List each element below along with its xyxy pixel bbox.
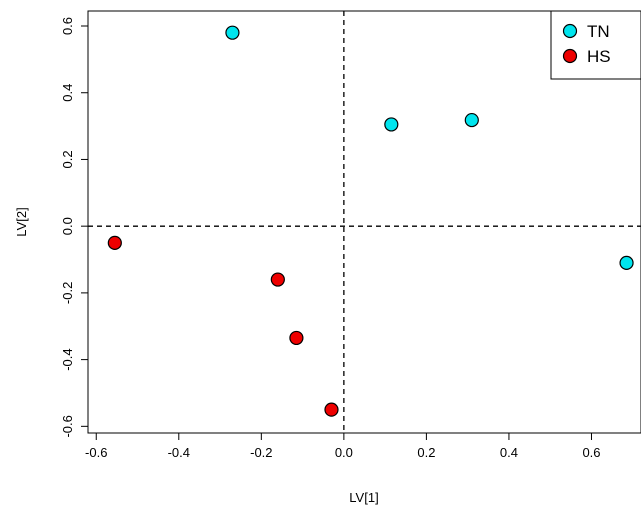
legend-box	[550, 10, 641, 80]
x-tick-label: -0.4	[168, 445, 190, 460]
legend-marker-tn	[562, 23, 578, 39]
reference-lines	[88, 11, 641, 433]
y-tick-label: -0.6	[60, 415, 75, 437]
plot-border	[87, 10, 641, 434]
y-axis-label: LV[2]	[14, 207, 29, 236]
data-point-hs	[270, 272, 285, 287]
legend: TN HS	[550, 10, 641, 80]
x-tick-label: 0.2	[417, 445, 435, 460]
data-points	[107, 25, 634, 417]
y-tick-label: 0.2	[60, 150, 75, 168]
legend-label-tn: TN	[587, 22, 610, 41]
y-tick-label: -0.4	[60, 348, 75, 370]
legend-marker-hs	[562, 48, 578, 64]
data-point-hs	[107, 235, 122, 250]
y-tick-label: -0.2	[60, 282, 75, 304]
y-tick-label: 0.4	[60, 84, 75, 102]
x-axis-label: LV[1]	[349, 490, 378, 505]
x-tick-label: 0.4	[500, 445, 518, 460]
legend-label-hs: HS	[587, 47, 611, 66]
x-axis: -0.6 -0.4 -0.2 0.0 0.2 0.4 0.6	[85, 433, 601, 460]
y-axis: -0.6 -0.4 -0.2 0.0 0.2 0.4 0.6	[60, 17, 88, 438]
x-tick-label: -0.2	[250, 445, 272, 460]
data-point-tn	[619, 255, 634, 270]
data-point-tn	[384, 117, 399, 132]
data-point-tn	[225, 25, 240, 40]
x-tick-label: 0.6	[582, 445, 600, 460]
y-tick-label: 0.6	[60, 17, 75, 35]
x-tick-label: 0.0	[335, 445, 353, 460]
data-point-hs	[324, 402, 339, 417]
data-point-tn	[464, 112, 479, 128]
data-point-hs	[289, 330, 304, 346]
x-tick-label: -0.6	[85, 445, 107, 460]
y-tick-label: 0.0	[60, 217, 75, 235]
